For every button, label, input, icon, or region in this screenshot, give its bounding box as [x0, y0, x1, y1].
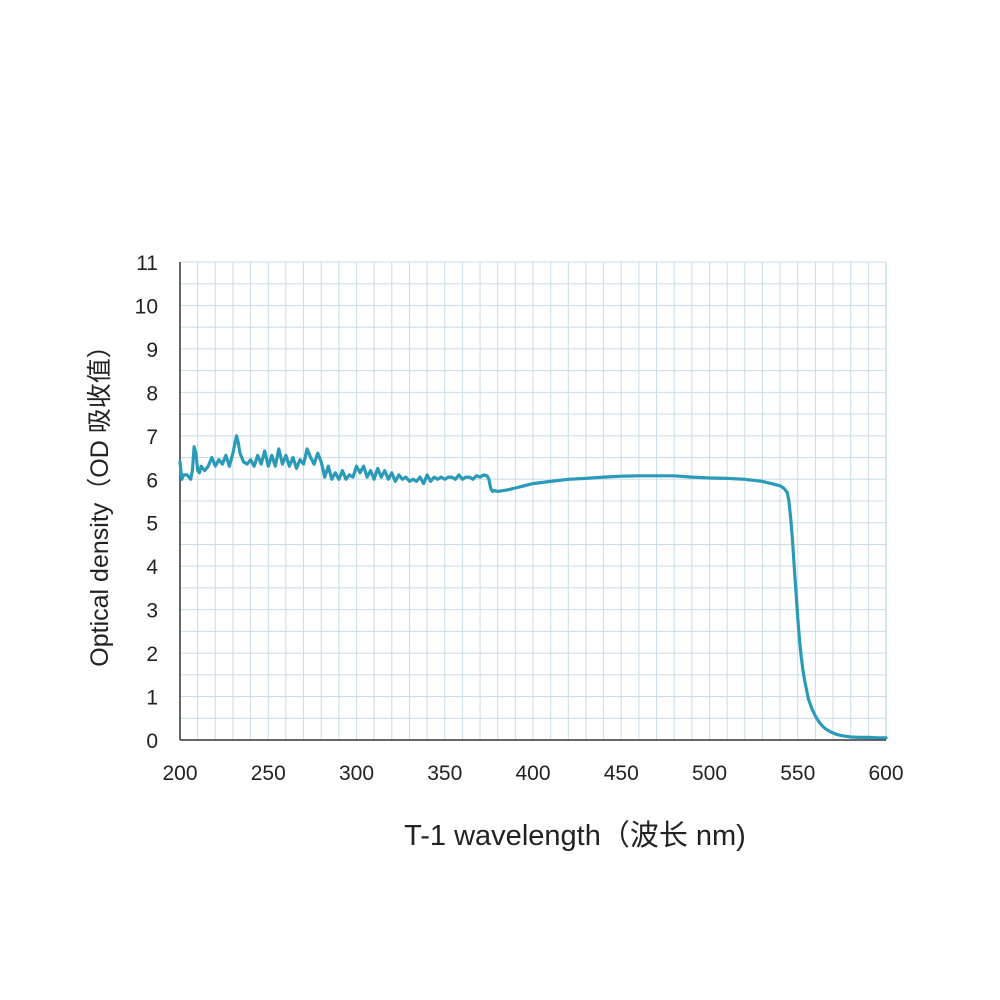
- y-tick-label: 11: [136, 252, 158, 275]
- y-tick-label: 4: [146, 556, 158, 579]
- x-tick-label: 400: [515, 762, 550, 785]
- grid: [180, 261, 887, 740]
- x-tick-label: 200: [162, 762, 197, 785]
- x-axis-label: T-1 wavelength（波长 nm): [404, 819, 746, 852]
- y-tick-label: 10: [135, 295, 158, 318]
- x-tick-labels: 200 250 300 350 400 450 500 550 600: [162, 762, 903, 785]
- y-tick-label: 1: [146, 687, 158, 710]
- y-tick-label: 8: [146, 382, 158, 405]
- x-tick-label: 500: [692, 762, 727, 785]
- y-tick-label: 7: [146, 426, 158, 449]
- x-tick-label: 300: [339, 762, 374, 785]
- x-tick-label: 350: [427, 762, 462, 785]
- y-tick-label: 3: [146, 600, 158, 623]
- x-tick-label: 550: [780, 762, 815, 785]
- x-tick-label: 600: [868, 762, 903, 785]
- y-tick-label: 5: [146, 513, 158, 536]
- y-tick-label: 2: [146, 643, 158, 666]
- x-tick-label: 450: [604, 762, 639, 785]
- series-line-optical-density: [178, 434, 888, 740]
- y-tick-label: 9: [146, 339, 158, 362]
- x-tick-label: 250: [251, 762, 286, 785]
- y-tick-labels: 0 1 2 3 4 5 6 7 8 9 10 11: [135, 252, 159, 753]
- y-axis-label: Optical density（OD 吸收值）: [86, 333, 114, 666]
- axes: [179, 262, 886, 741]
- series-layer: [178, 434, 888, 740]
- y-tick-label: 6: [146, 469, 158, 492]
- y-tick-label: 0: [146, 730, 158, 753]
